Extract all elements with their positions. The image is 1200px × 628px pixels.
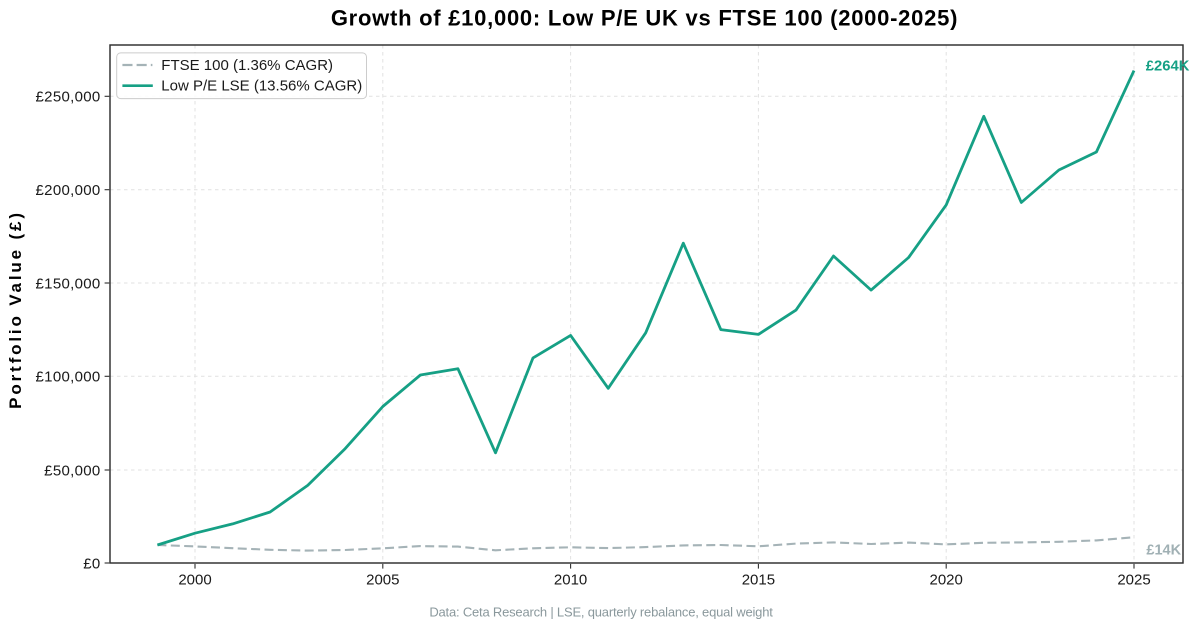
svg-text:FTSE 100 (1.36% CAGR): FTSE 100 (1.36% CAGR) [161,57,333,74]
svg-text:£14K: £14K [1146,543,1181,559]
svg-text:2005: 2005 [366,572,399,589]
svg-text:Portfolio Value (£): Portfolio Value (£) [6,210,25,409]
svg-text:£0: £0 [83,555,100,572]
svg-text:£150,000: £150,000 [36,275,101,292]
svg-text:Growth of £10,000: Low P/E UK: Growth of £10,000: Low P/E UK vs FTSE 10… [331,5,958,30]
svg-text:2010: 2010 [554,572,587,589]
svg-text:£200,000: £200,000 [36,182,101,199]
svg-text:Data: Ceta Research | LSE, qua: Data: Ceta Research | LSE, quarterly reb… [429,604,773,619]
svg-text:£100,000: £100,000 [36,369,101,386]
svg-text:2000: 2000 [178,572,211,589]
svg-text:£250,000: £250,000 [36,89,101,106]
svg-text:£50,000: £50,000 [44,462,100,479]
svg-text:Low P/E LSE (13.56% CAGR): Low P/E LSE (13.56% CAGR) [161,78,362,95]
svg-text:2015: 2015 [742,572,775,589]
svg-text:2020: 2020 [930,572,963,589]
svg-text:£264K: £264K [1146,59,1190,75]
svg-text:2025: 2025 [1117,572,1150,589]
